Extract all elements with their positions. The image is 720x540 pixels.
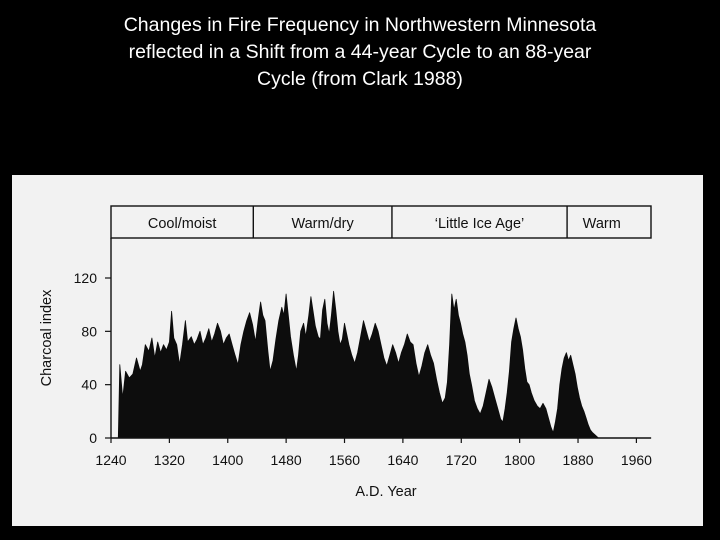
period-label: Warm: [583, 216, 621, 232]
y-tick-label: 40: [81, 377, 97, 393]
charcoal-area: [110, 290, 652, 439]
x-tick-label: 1640: [387, 452, 418, 468]
charcoal-series-area: [110, 290, 652, 439]
x-tick-label: 1400: [212, 452, 243, 468]
x-tick-label: 1960: [621, 452, 652, 468]
x-tick-label: 1880: [562, 452, 593, 468]
title-line-1: Changes in Fire Frequency in Northwester…: [123, 14, 597, 36]
y-axis-title: Charcoal index: [39, 289, 55, 386]
y-tick-label: 0: [89, 430, 97, 446]
x-tick-label: 1560: [329, 452, 360, 468]
x-axis-title: A.D. Year: [355, 484, 416, 500]
period-band: Cool/moist Warm/dry ‘Little Ice Age’ Warm: [110, 205, 652, 239]
x-tick-label: 1240: [95, 452, 126, 468]
period-band-frame: [110, 205, 652, 239]
x-tick-label: 1320: [154, 452, 185, 468]
axes: 0 40 80 120 1240 1320 1400 1480 1560 1640 1720 1800…: [39, 238, 652, 500]
x-tick-label: 1800: [504, 452, 535, 468]
y-tick-label: 120: [74, 270, 98, 286]
slide-title: Changes in Fire Frequency in Northwester…: [30, 12, 690, 93]
chart-figure: Cool/moist Warm/dry ‘Little Ice Age’ Warm 0…: [12, 175, 703, 526]
period-label: Warm/dry: [291, 216, 354, 232]
x-tick-label: 1720: [446, 452, 477, 468]
period-label: Cool/moist: [148, 216, 217, 232]
period-label: ‘Little Ice Age’: [435, 216, 524, 232]
charcoal-index-chart: Cool/moist Warm/dry ‘Little Ice Age’ Warm 0…: [39, 205, 652, 500]
title-line-2: reflected in a Shift from a 44-year Cycl…: [128, 41, 592, 63]
y-tick-label: 80: [81, 323, 97, 339]
x-tick-label: 1480: [271, 452, 302, 468]
title-line-3: Cycle (from Clark 1988): [257, 68, 463, 90]
